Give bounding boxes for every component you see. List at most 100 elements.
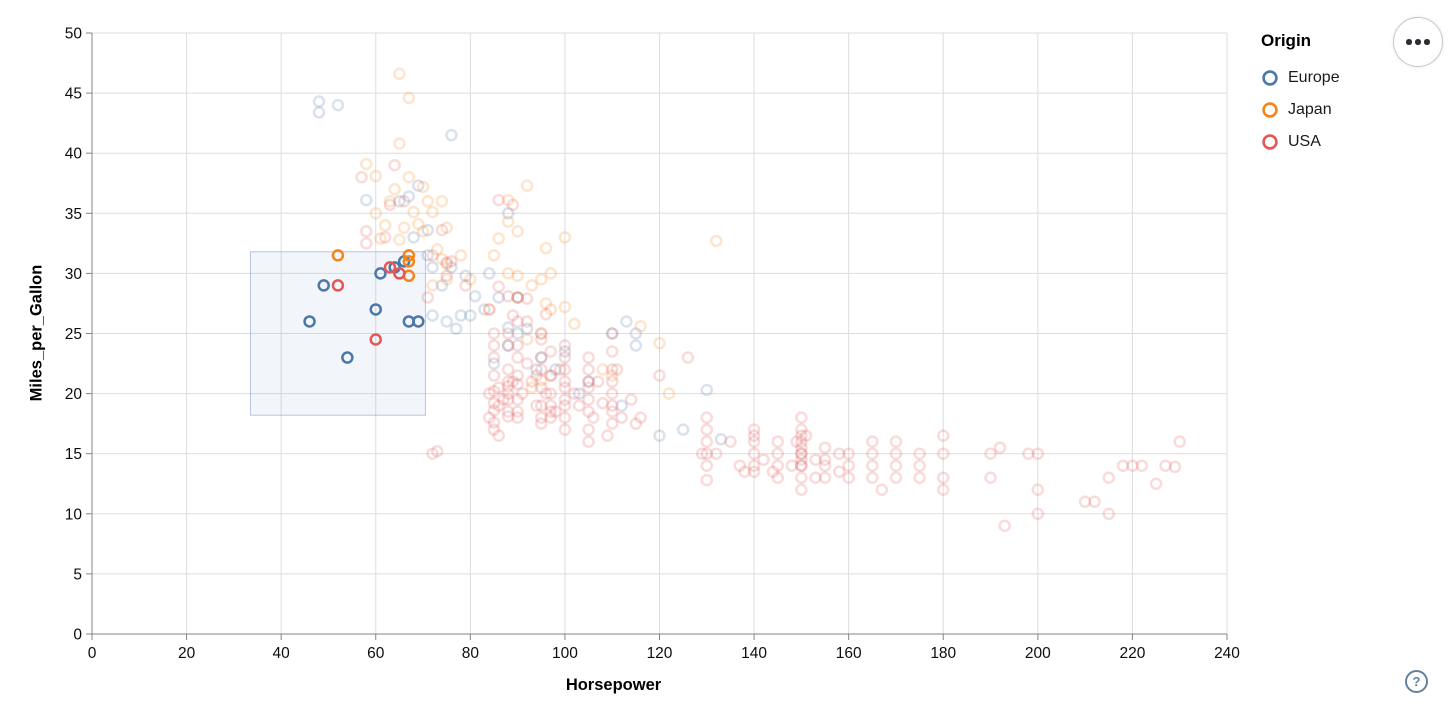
data-point-europe bbox=[535, 351, 548, 364]
legend-entry-usa: USA bbox=[1261, 126, 1340, 158]
data-point-usa bbox=[487, 351, 501, 364]
data-point-usa bbox=[397, 195, 411, 208]
data-point-europe bbox=[360, 193, 373, 207]
data-point-usa bbox=[435, 223, 449, 237]
x-tick-label: 60 bbox=[367, 645, 385, 662]
data-point-japan bbox=[596, 363, 609, 376]
data-point-usa bbox=[360, 237, 373, 250]
data-point-japan bbox=[653, 336, 666, 350]
data-point-europe bbox=[582, 375, 595, 388]
data-point-usa bbox=[1102, 471, 1116, 484]
data-point-japan bbox=[407, 205, 420, 219]
brush-selection[interactable] bbox=[249, 251, 426, 416]
data-point-usa bbox=[582, 351, 595, 364]
data-point-europe bbox=[549, 363, 562, 376]
data-point-usa bbox=[582, 363, 595, 376]
data-point-usa bbox=[832, 465, 846, 478]
data-point-usa bbox=[913, 471, 926, 484]
data-point-europe bbox=[572, 387, 586, 400]
data-point-japan bbox=[412, 217, 425, 231]
data-point-japan bbox=[378, 219, 392, 232]
data-point-japan bbox=[568, 317, 581, 331]
data-point-usa bbox=[1159, 459, 1172, 472]
ellipsis-icon bbox=[1424, 39, 1430, 45]
y-tick-label: 5 bbox=[73, 566, 82, 583]
data-point-usa bbox=[421, 291, 435, 304]
data-point-japan bbox=[397, 221, 411, 234]
help-button[interactable]: ? bbox=[1405, 670, 1428, 693]
data-point-usa bbox=[558, 363, 572, 376]
data-point-usa bbox=[558, 339, 572, 352]
x-tick-label: 120 bbox=[647, 645, 673, 662]
data-point-usa bbox=[535, 363, 548, 376]
data-point-usa bbox=[1031, 483, 1045, 497]
data-point-usa bbox=[809, 453, 822, 466]
data-point-usa bbox=[1126, 459, 1139, 472]
y-tick-label: 0 bbox=[73, 627, 82, 644]
data-point-europe bbox=[629, 339, 643, 352]
data-point-usa-selected bbox=[331, 279, 345, 292]
x-tick-label: 40 bbox=[273, 645, 291, 662]
data-point-usa bbox=[582, 423, 595, 436]
data-point-usa bbox=[866, 435, 879, 448]
actions-menu-button[interactable] bbox=[1393, 17, 1443, 67]
data-point-usa bbox=[747, 423, 761, 436]
data-point-japan bbox=[369, 169, 382, 183]
x-tick-label: 200 bbox=[1025, 645, 1051, 662]
data-point-usa bbox=[445, 255, 458, 268]
data-point-usa bbox=[747, 435, 761, 448]
data-point-europe-selected bbox=[412, 315, 425, 328]
data-point-usa bbox=[544, 369, 557, 382]
data-point-europe bbox=[459, 269, 472, 283]
data-point-usa bbox=[818, 471, 832, 484]
data-point-usa bbox=[1173, 435, 1186, 448]
data-point-europe bbox=[331, 98, 345, 112]
data-point-usa bbox=[795, 471, 808, 484]
data-point-usa bbox=[582, 405, 595, 418]
data-point-usa bbox=[355, 170, 368, 184]
data-point-europe bbox=[605, 327, 619, 340]
data-point-usa bbox=[795, 483, 808, 497]
data-point-usa-selected bbox=[393, 267, 406, 280]
data-point-europe bbox=[312, 95, 326, 108]
data-point-usa bbox=[1078, 495, 1092, 509]
data-point-usa bbox=[605, 417, 619, 430]
data-point-europe bbox=[501, 207, 515, 220]
data-point-usa bbox=[568, 387, 581, 400]
data-point-usa bbox=[511, 315, 524, 328]
data-point-usa bbox=[501, 380, 515, 393]
data-point-usa bbox=[511, 393, 524, 406]
data-point-usa bbox=[771, 435, 784, 448]
points-unselected bbox=[312, 67, 1186, 533]
legend-label: Europe bbox=[1288, 69, 1340, 86]
data-point-japan bbox=[511, 269, 524, 283]
data-point-usa bbox=[483, 387, 496, 400]
data-point-europe-selected bbox=[369, 303, 382, 316]
data-point-europe bbox=[501, 339, 515, 352]
data-point-usa bbox=[544, 387, 557, 400]
data-point-japan bbox=[710, 234, 723, 248]
data-point-usa bbox=[700, 423, 714, 436]
data-point-usa bbox=[1116, 459, 1130, 472]
data-point-usa bbox=[601, 429, 614, 442]
data-point-usa bbox=[501, 363, 515, 376]
data-point-usa bbox=[558, 423, 572, 436]
data-point-usa bbox=[492, 280, 505, 293]
data-point-japan bbox=[535, 327, 548, 340]
data-point-usa bbox=[511, 405, 524, 418]
data-point-europe bbox=[407, 231, 420, 244]
data-point-usa bbox=[681, 351, 695, 364]
data-point-usa bbox=[795, 411, 808, 424]
data-point-usa bbox=[605, 363, 619, 376]
data-point-usa bbox=[842, 471, 855, 484]
x-tick-label: 140 bbox=[741, 645, 767, 662]
data-point-usa bbox=[487, 416, 501, 429]
data-point-usa bbox=[487, 369, 501, 382]
data-point-usa bbox=[506, 198, 520, 212]
data-point-japan bbox=[558, 231, 572, 244]
data-point-japan bbox=[544, 267, 557, 280]
data-point-usa bbox=[426, 447, 439, 460]
y-tick-label: 30 bbox=[65, 266, 83, 283]
data-point-usa bbox=[487, 384, 501, 398]
